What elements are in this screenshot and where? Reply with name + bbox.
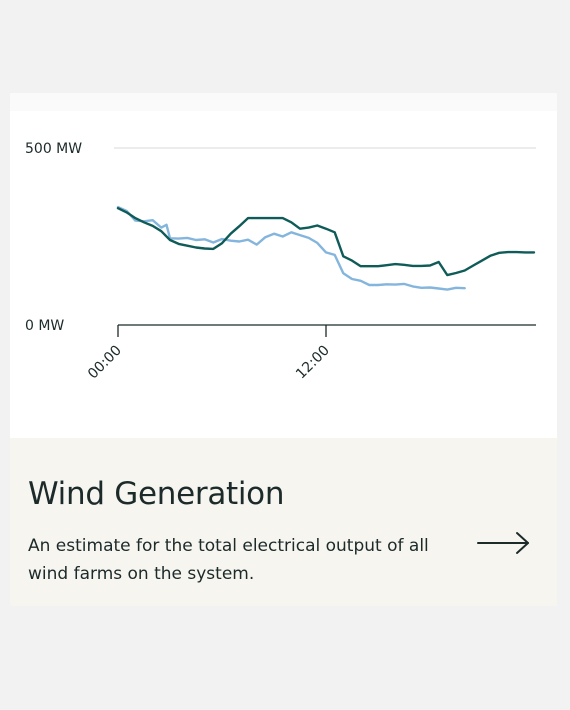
x-tick-label: 12:00 (293, 343, 333, 383)
arrow-right-icon[interactable] (476, 530, 532, 556)
axis-layer (117, 324, 536, 337)
card-title: Wind Generation (28, 476, 285, 512)
card-top-band (10, 93, 557, 111)
label-layer: 0 MW 500 MW 00:00 12:00 (25, 141, 333, 382)
card-info-panel: Wind Generation An estimate for the tota… (10, 438, 557, 606)
wind-generation-card[interactable]: 0 MW 500 MW 00:00 12:00 Wind Generation An … (10, 93, 557, 606)
series-layer (116, 205, 536, 291)
wind-generation-chart: 0 MW 500 MW 00:00 12:00 (25, 141, 536, 382)
actual-series-line (116, 206, 536, 277)
card-description: An estimate for the total electrical out… (28, 536, 429, 584)
y-tick-label: 0 MW (25, 318, 64, 334)
x-tick-label: 00:00 (85, 343, 125, 383)
forecast-series-line (116, 205, 466, 291)
y-tick-label: 500 MW (25, 141, 82, 157)
